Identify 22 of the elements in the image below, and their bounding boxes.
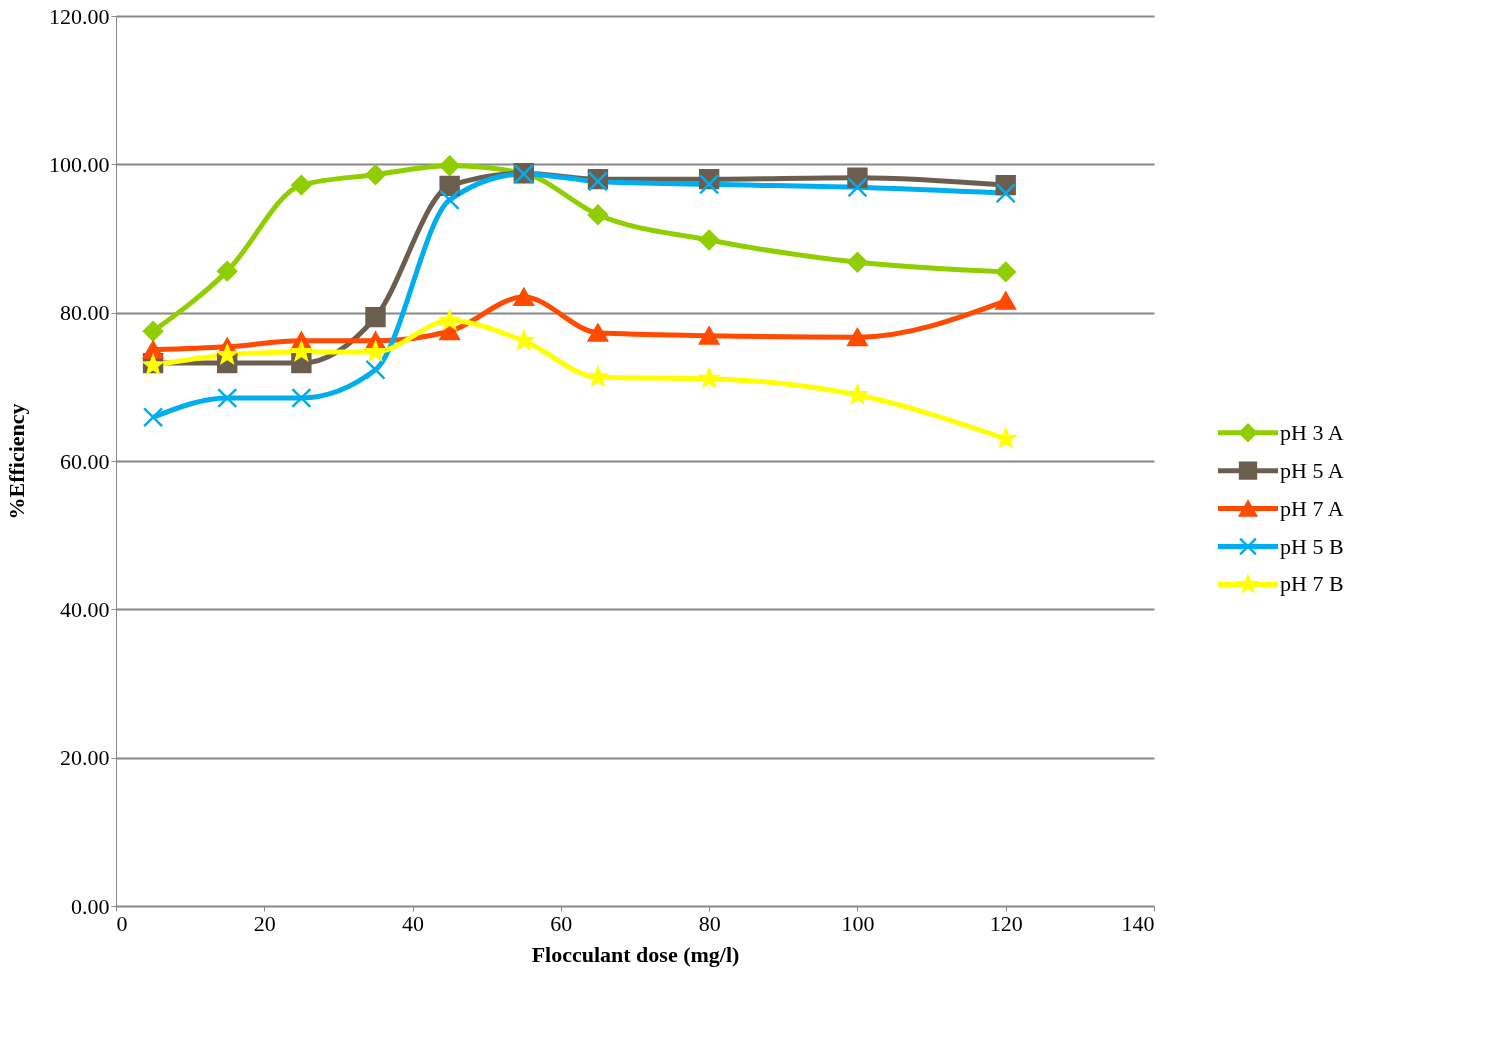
y-tick-label: 120.00 [49, 3, 110, 29]
y-tick-label: 100.00 [49, 151, 110, 177]
legend-label: pH 5 B [1280, 533, 1344, 559]
legend-label: pH 7 B [1280, 571, 1344, 597]
legend-label: pH 5 A [1280, 457, 1344, 483]
x-tick-label: 60 [550, 910, 573, 936]
x-tick-label: 40 [402, 910, 425, 936]
x-tick-label: 140 [1121, 910, 1155, 936]
x-tick-label: 80 [698, 910, 721, 936]
y-tick-label: 80.00 [60, 300, 110, 326]
x-tick-label: 100 [841, 910, 875, 936]
x-tick-label: 0 [116, 910, 128, 936]
y-tick-label: 60.00 [60, 448, 110, 474]
legend-label: pH 7 A [1280, 495, 1344, 521]
x-axis-title: Flocculant dose (mg/l) [531, 941, 740, 967]
y-tick-label: 20.00 [60, 745, 110, 771]
legend-label: pH 3 A [1280, 419, 1344, 445]
y-tick-label: 40.00 [60, 596, 110, 622]
x-tick-label: 20 [253, 910, 276, 936]
y-axis-title: %Efficiency [4, 403, 29, 520]
x-tick-label: 120 [989, 910, 1023, 936]
y-tick-label: 0.00 [71, 893, 110, 919]
